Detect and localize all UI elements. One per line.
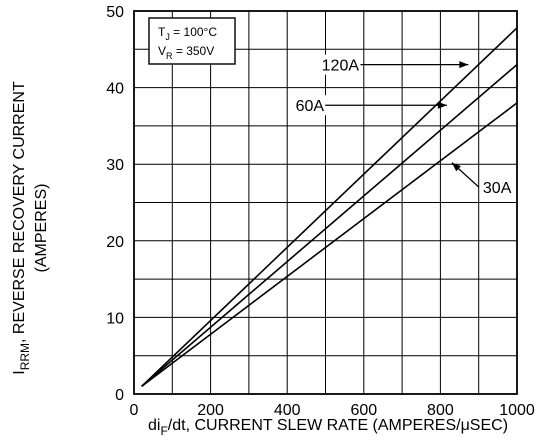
chart-annotation-layer: 120A 60A 30A bbox=[292, 54, 514, 198]
annotation-label-30a: 30A bbox=[483, 180, 512, 197]
x-tick-label: 400 bbox=[274, 402, 301, 419]
series-line-120a bbox=[141, 27, 518, 387]
y-tick-label: 0 bbox=[115, 387, 124, 404]
condition-reverse-voltage: VR = 350V bbox=[158, 44, 214, 61]
chart-series-layer bbox=[141, 27, 518, 387]
annotation-arrow-head bbox=[437, 101, 447, 109]
x-tick-label: 1000 bbox=[499, 402, 535, 419]
x-tick-label: 0 bbox=[130, 402, 139, 419]
annotation-120a: 120A bbox=[318, 54, 469, 75]
annotation-arrow-head bbox=[459, 61, 469, 69]
y-tick-label: 40 bbox=[106, 81, 124, 98]
annotation-label-120a: 120A bbox=[322, 58, 360, 75]
plot-frame bbox=[133, 10, 518, 395]
annotation-arrow-head bbox=[451, 162, 461, 172]
annotation-label-bg bbox=[479, 177, 514, 198]
x-tick-label: 800 bbox=[427, 402, 454, 419]
y-tick-label: 20 bbox=[106, 234, 124, 251]
y-tick-label: 10 bbox=[106, 310, 124, 327]
y-axis-label: IRRM, REVERSE RECOVERY CURRENT bbox=[11, 81, 32, 375]
conditions-box: TJ = 100°C VR = 350V bbox=[148, 17, 236, 65]
series-line-60a bbox=[141, 64, 518, 387]
chart-grid bbox=[134, 11, 517, 394]
conditions-box-frame bbox=[148, 17, 236, 65]
y-tick-label: 50 bbox=[106, 4, 124, 21]
y-tick-label: 30 bbox=[106, 157, 124, 174]
annotation-label-bg bbox=[318, 54, 362, 75]
x-tick-labels: 0 200 400 600 800 1000 bbox=[130, 402, 535, 419]
y-tick-labels: 0 10 20 30 40 50 bbox=[106, 4, 124, 404]
x-tick-label: 600 bbox=[350, 402, 377, 419]
series-line-30a bbox=[141, 102, 518, 387]
annotation-label-bg bbox=[292, 95, 327, 116]
annotation-30a: 30A bbox=[451, 162, 514, 198]
x-axis-label: diF/dt, CURRENT SLEW RATE (AMPERES/μSEC) bbox=[148, 417, 508, 438]
y-axis-label-units: (AMPERES) bbox=[33, 184, 50, 273]
x-tick-label: 200 bbox=[197, 402, 224, 419]
annotation-60a: 60A bbox=[292, 95, 447, 116]
condition-junction-temperature: TJ = 100°C bbox=[158, 25, 217, 42]
annotation-label-60a: 60A bbox=[296, 98, 325, 115]
